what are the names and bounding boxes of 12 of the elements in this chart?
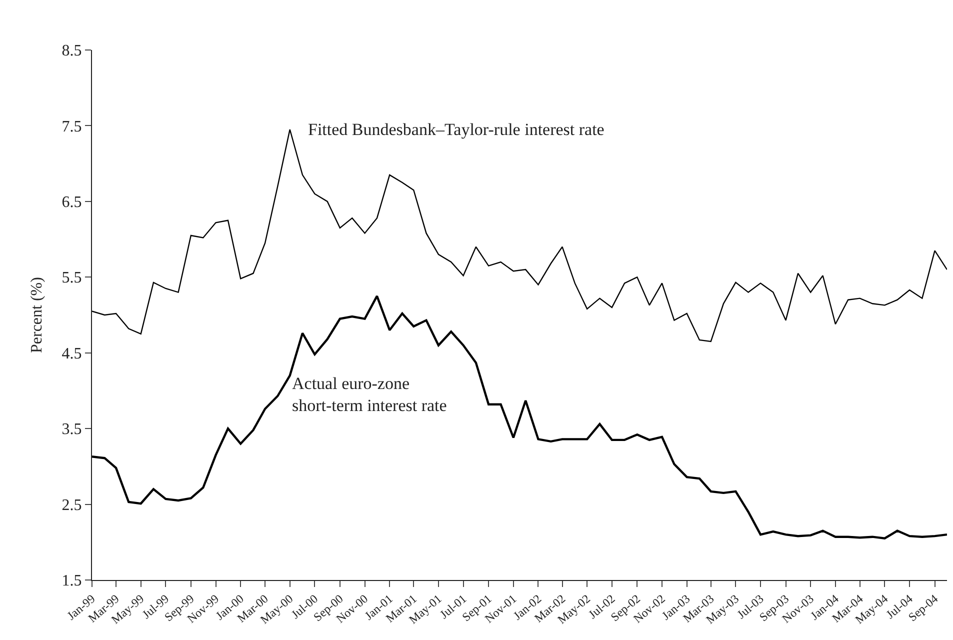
line-series xyxy=(92,294,947,540)
annotation: Fitted Bundesbank–Taylor-rule interest rate xyxy=(308,120,604,139)
y-tick-label: 4.5 xyxy=(62,345,82,362)
y-tick-label: 6.5 xyxy=(62,194,82,212)
y-tick-label: 7.5 xyxy=(62,118,82,136)
annotation: Actual euro-zone short-term interest rate xyxy=(292,374,447,416)
y-tick-label: 3.5 xyxy=(62,421,82,438)
y-axis-title: Percent (%) xyxy=(28,277,46,353)
y-tick-label: 1.5 xyxy=(62,572,82,590)
y-tick-label: 2.5 xyxy=(62,496,82,514)
y-tick-label: 5.5 xyxy=(62,270,82,287)
y-tick-label: 8.5 xyxy=(62,42,82,60)
